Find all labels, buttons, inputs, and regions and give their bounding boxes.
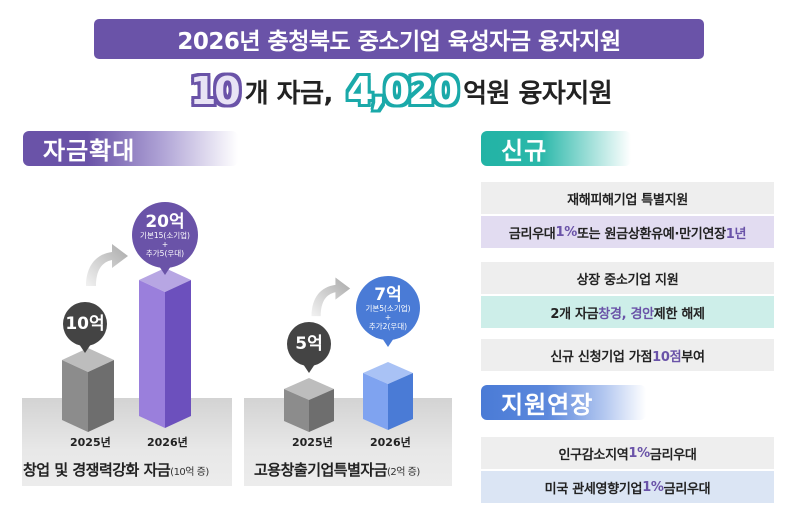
year-label-startup-2026: 2026년 bbox=[147, 436, 188, 449]
extend-item-population: 인구감소지역 1% 금리우대 bbox=[481, 437, 774, 469]
cube-icon bbox=[62, 348, 114, 432]
bar-startup-2026 bbox=[139, 268, 191, 428]
fund-count-number: 10 bbox=[189, 69, 241, 113]
cube-icon bbox=[139, 268, 191, 428]
bubble-startup-2025: 10억 bbox=[63, 302, 107, 353]
bar-employment-2026 bbox=[363, 362, 413, 430]
fund-amount-number: 4,020 bbox=[346, 69, 459, 113]
year-label-startup-2025: 2025년 bbox=[70, 436, 111, 449]
section-tag-expand: 자금확대 bbox=[23, 131, 238, 166]
section-tag-extend: 지원연장 bbox=[481, 385, 646, 420]
section-tag-new: 신규 bbox=[481, 131, 631, 166]
fund-amount-suffix: 억원 융자지원 bbox=[463, 78, 613, 109]
year-label-employment-2026: 2026년 bbox=[370, 436, 411, 449]
cube-icon bbox=[363, 362, 413, 430]
page-title: 2026년 충청북도 중소기업 육성자금 융자지원 bbox=[94, 19, 704, 59]
growth-arrow-icon bbox=[86, 244, 128, 286]
new-disaster-title: 재해피해기업 특별지원 bbox=[481, 182, 774, 214]
new-newcomer: 신규 신청기업 가점 10점 부여 bbox=[481, 339, 774, 371]
bubble-startup-2026: 20억 기본15(소기업) + 추가5(우대) bbox=[132, 202, 198, 275]
bar-startup-2025 bbox=[62, 348, 114, 432]
bar-employment-2025 bbox=[284, 378, 334, 432]
bubble-employment-2025: 5억 bbox=[287, 322, 331, 373]
cube-icon bbox=[284, 378, 334, 432]
extend-item-tariff: 미국 관세영향기업 1% 금리우대 bbox=[481, 471, 774, 503]
chart-caption-startup: 창업 및 경쟁력강화 자금(10억 증) bbox=[23, 461, 209, 479]
summary-headline: 10 개 자금, 4,020 억원 융자지원 bbox=[0, 70, 800, 112]
growth-arrow-icon bbox=[311, 277, 351, 317]
new-listed-title: 상장 중소기업 지원 bbox=[481, 262, 774, 294]
chart-caption-employment: 고용창출기업특별자금(2억 증) bbox=[254, 461, 420, 479]
fund-count-suffix: 개 자금, bbox=[244, 78, 334, 109]
chart-floor-employment bbox=[244, 398, 452, 486]
new-disaster-detail: 금리우대 1% 또는 원금상환유예·만기연장 1년 bbox=[481, 216, 774, 248]
year-label-employment-2025: 2025년 bbox=[292, 436, 333, 449]
new-listed-detail: 2개 자금 창경, 경안 제한 해제 bbox=[481, 296, 774, 328]
chart-floor-startup bbox=[22, 398, 232, 486]
bubble-employment-2026: 7억 기본5(소기업) + 추가2(우대) bbox=[356, 276, 420, 347]
